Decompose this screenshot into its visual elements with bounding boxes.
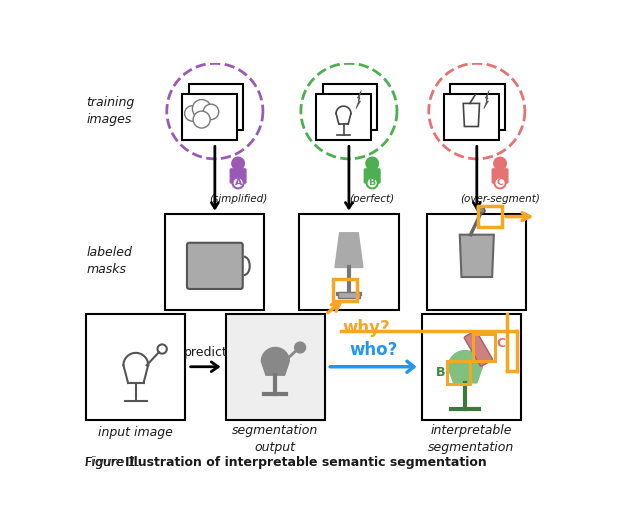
Circle shape bbox=[294, 342, 305, 353]
Bar bbox=[473, 334, 495, 361]
Bar bbox=[451, 84, 505, 130]
Circle shape bbox=[367, 177, 378, 188]
Circle shape bbox=[494, 157, 506, 169]
Polygon shape bbox=[448, 351, 482, 367]
Bar bbox=[444, 94, 499, 140]
Bar bbox=[165, 213, 264, 310]
Bar bbox=[316, 94, 371, 140]
Text: (over-segment): (over-segment) bbox=[460, 194, 540, 204]
Text: (perfect): (perfect) bbox=[349, 194, 395, 204]
Text: training
images: training images bbox=[86, 96, 134, 126]
Text: (simplified): (simplified) bbox=[209, 194, 268, 204]
Polygon shape bbox=[484, 90, 489, 109]
Bar bbox=[478, 206, 502, 228]
Bar bbox=[323, 84, 377, 130]
Polygon shape bbox=[448, 367, 482, 383]
Circle shape bbox=[495, 177, 506, 188]
Ellipse shape bbox=[476, 206, 485, 213]
FancyBboxPatch shape bbox=[492, 168, 509, 184]
Polygon shape bbox=[356, 90, 362, 109]
Bar bbox=[422, 314, 521, 420]
Text: Illustration of interpretable semantic segmentation: Illustration of interpretable semantic s… bbox=[125, 456, 486, 469]
Text: Figure 1.: Figure 1. bbox=[84, 456, 144, 469]
FancyBboxPatch shape bbox=[464, 331, 492, 366]
Text: who?: who? bbox=[349, 341, 397, 359]
Circle shape bbox=[193, 100, 211, 118]
Text: input image: input image bbox=[99, 426, 173, 439]
FancyBboxPatch shape bbox=[230, 168, 246, 184]
Bar bbox=[447, 361, 470, 384]
Bar bbox=[182, 94, 237, 140]
Text: Figure 1.: Figure 1. bbox=[84, 456, 143, 469]
Text: B: B bbox=[369, 178, 376, 187]
Circle shape bbox=[204, 104, 219, 119]
Circle shape bbox=[232, 157, 244, 169]
Polygon shape bbox=[460, 234, 494, 277]
Text: A: A bbox=[234, 178, 242, 187]
Circle shape bbox=[184, 106, 200, 121]
Bar bbox=[300, 213, 399, 310]
Bar bbox=[189, 84, 243, 130]
Bar bbox=[338, 292, 360, 298]
Bar bbox=[86, 314, 186, 420]
Polygon shape bbox=[261, 347, 289, 361]
FancyBboxPatch shape bbox=[364, 168, 381, 184]
Bar bbox=[333, 279, 356, 300]
Bar bbox=[226, 314, 325, 420]
Circle shape bbox=[193, 111, 210, 128]
Text: C: C bbox=[497, 178, 504, 187]
Text: C: C bbox=[496, 337, 506, 350]
Text: B: B bbox=[436, 366, 446, 380]
Text: interpretable
segmentation: interpretable segmentation bbox=[428, 423, 515, 454]
Text: segmentation
output: segmentation output bbox=[232, 423, 319, 454]
Text: labeled
masks: labeled masks bbox=[86, 246, 132, 276]
Circle shape bbox=[232, 177, 244, 188]
Text: predict: predict bbox=[184, 346, 227, 359]
Polygon shape bbox=[335, 233, 363, 267]
Text: why?: why? bbox=[343, 319, 390, 337]
Polygon shape bbox=[261, 361, 289, 375]
FancyBboxPatch shape bbox=[187, 243, 243, 289]
Circle shape bbox=[366, 157, 378, 169]
Bar bbox=[428, 213, 526, 310]
